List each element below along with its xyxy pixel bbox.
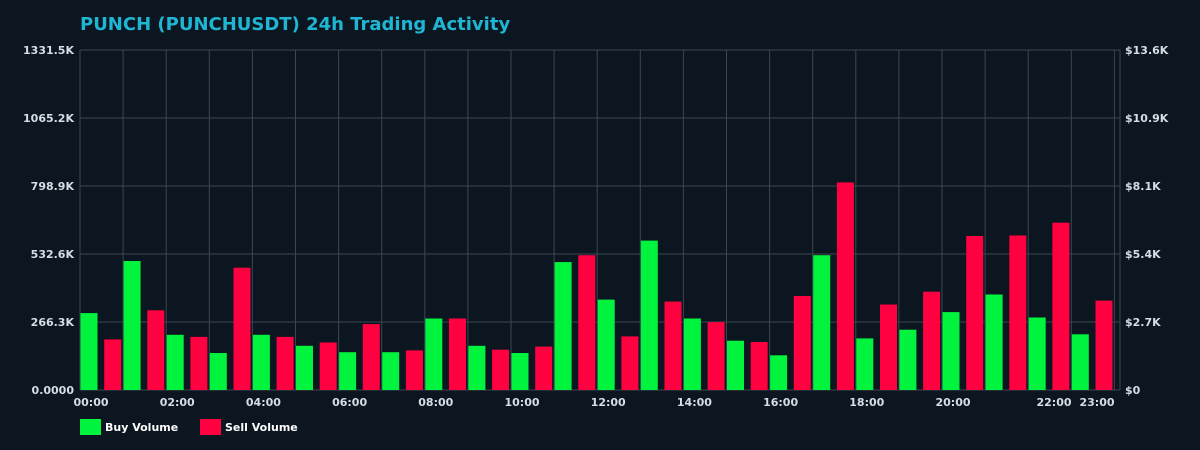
x-axis-tick-label: 14:00 — [677, 396, 712, 409]
sell-volume-bar — [1052, 222, 1070, 390]
legend-label-sell: Sell Volume — [225, 421, 298, 434]
x-axis-tick-label: 10:00 — [504, 396, 539, 409]
y-axis-left-tick-label: 266.3K — [31, 316, 75, 329]
sell-volume-bar — [923, 291, 941, 390]
sell-volume-bar — [664, 301, 682, 390]
sell-volume-bar — [104, 339, 122, 390]
sell-volume-bar — [1095, 300, 1113, 390]
x-axis-tick-label: 08:00 — [418, 396, 453, 409]
legend-swatch-buy — [80, 419, 101, 435]
sell-volume-bar — [405, 350, 423, 390]
sell-volume-bar — [836, 182, 854, 390]
x-axis-tick-label: 02:00 — [160, 396, 195, 409]
sell-volume-bar — [966, 236, 984, 390]
buy-volume-bar — [511, 353, 529, 390]
x-axis-tick-label: 23:00 — [1079, 396, 1114, 409]
buy-volume-bar — [1071, 334, 1089, 390]
sell-volume-bar — [449, 318, 466, 390]
x-axis-tick-label: 18:00 — [849, 396, 884, 409]
buy-volume-bar — [985, 294, 1003, 390]
buy-volume-bar — [856, 338, 874, 390]
buy-volume-bar — [123, 261, 141, 390]
x-axis-tick-label: 20:00 — [935, 396, 970, 409]
sell-volume-bar — [319, 342, 337, 390]
buy-volume-bar — [727, 340, 744, 390]
y-axis-right-tick-label: $10.9K — [1125, 112, 1169, 125]
buy-volume-bar — [597, 299, 615, 390]
buy-volume-bar — [554, 262, 572, 390]
sell-volume-bar — [621, 336, 639, 390]
x-axis-tick-label: 04:00 — [246, 396, 281, 409]
sell-volume-bar — [190, 336, 208, 390]
sell-volume-bar — [880, 304, 897, 390]
sell-volume-bar — [707, 322, 725, 390]
sell-volume-bar — [147, 310, 165, 390]
y-axis-left-tick-label: 532.6K — [31, 248, 75, 261]
sell-volume-bar — [492, 349, 510, 390]
buy-volume-bar — [425, 318, 443, 390]
sell-volume-bar — [233, 267, 251, 390]
x-axis-tick-label: 22:00 — [1036, 396, 1071, 409]
y-axis-right-tick-label: $5.4K — [1125, 248, 1161, 261]
buy-volume-bar — [683, 318, 701, 390]
buy-volume-bar — [296, 345, 313, 390]
sell-volume-bar — [750, 342, 768, 390]
sell-volume-bar — [362, 324, 380, 390]
buy-volume-bar — [899, 329, 917, 390]
legend-label-buy: Buy Volume — [105, 421, 178, 434]
buy-volume-bar — [770, 355, 788, 390]
y-axis-right-tick-label: $13.6K — [1125, 44, 1169, 57]
y-axis-left-tick-label: 798.9K — [31, 180, 75, 193]
buy-volume-bar — [813, 255, 831, 390]
chart-title: PUNCH (PUNCHUSDT) 24h Trading Activity — [80, 14, 511, 35]
sell-volume-bar — [535, 346, 553, 390]
buy-volume-bar — [209, 353, 227, 390]
x-axis-tick-label: 12:00 — [591, 396, 626, 409]
buy-volume-bar — [942, 312, 960, 390]
legend-swatch-sell — [200, 419, 221, 435]
x-axis-tick-label: 16:00 — [763, 396, 798, 409]
buy-volume-bar — [1028, 317, 1046, 390]
buy-volume-bar — [252, 334, 270, 390]
sell-volume-bar — [1009, 235, 1027, 390]
y-axis-left-tick-label: 1331.5K — [23, 44, 74, 57]
x-axis-tick-label: 06:00 — [332, 396, 367, 409]
y-axis-right-tick-label: $0 — [1125, 384, 1141, 397]
y-axis-left-tick-label: 0.0000 — [32, 384, 75, 397]
buy-volume-bar — [339, 352, 357, 390]
buy-volume-bar — [80, 313, 98, 390]
y-axis-right-tick-label: $8.1K — [1125, 180, 1161, 193]
sell-volume-bar — [276, 336, 294, 390]
y-axis-left-tick-label: 1065.2K — [23, 112, 74, 125]
x-axis-tick-label: 00:00 — [73, 396, 108, 409]
sell-volume-bar — [578, 255, 596, 390]
buy-volume-bar — [382, 352, 400, 390]
sell-volume-bar — [793, 296, 811, 390]
buy-volume-bar — [468, 345, 486, 390]
buy-volume-bar — [166, 334, 184, 390]
buy-volume-bar — [640, 240, 658, 390]
y-axis-right-tick-label: $2.7K — [1125, 316, 1161, 329]
